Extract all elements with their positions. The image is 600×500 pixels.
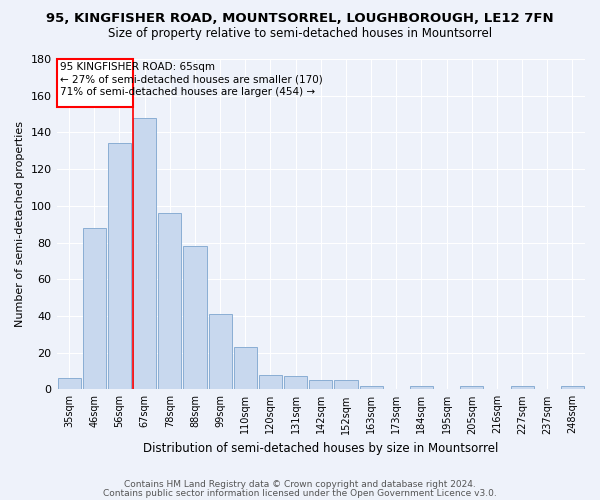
Bar xyxy=(309,380,332,390)
Text: ← 27% of semi-detached houses are smaller (170): ← 27% of semi-detached houses are smalle… xyxy=(61,74,323,85)
Bar xyxy=(83,228,106,390)
Bar xyxy=(234,347,257,390)
Text: 95 KINGFISHER ROAD: 65sqm: 95 KINGFISHER ROAD: 65sqm xyxy=(61,62,215,72)
Bar xyxy=(561,386,584,390)
Bar xyxy=(511,386,533,390)
Bar xyxy=(359,386,383,390)
Bar xyxy=(108,144,131,390)
Bar xyxy=(410,386,433,390)
Bar xyxy=(460,386,484,390)
Text: Contains public sector information licensed under the Open Government Licence v3: Contains public sector information licen… xyxy=(103,489,497,498)
Text: 71% of semi-detached houses are larger (454) →: 71% of semi-detached houses are larger (… xyxy=(61,88,316,98)
Bar xyxy=(284,376,307,390)
Bar xyxy=(184,246,206,390)
Bar xyxy=(158,213,181,390)
Text: Contains HM Land Registry data © Crown copyright and database right 2024.: Contains HM Land Registry data © Crown c… xyxy=(124,480,476,489)
Bar xyxy=(58,378,80,390)
Bar xyxy=(259,374,282,390)
Text: 95, KINGFISHER ROAD, MOUNTSORREL, LOUGHBOROUGH, LE12 7FN: 95, KINGFISHER ROAD, MOUNTSORREL, LOUGHB… xyxy=(46,12,554,26)
X-axis label: Distribution of semi-detached houses by size in Mountsorrel: Distribution of semi-detached houses by … xyxy=(143,442,499,455)
FancyBboxPatch shape xyxy=(56,59,133,106)
Bar xyxy=(334,380,358,390)
Text: Size of property relative to semi-detached houses in Mountsorrel: Size of property relative to semi-detach… xyxy=(108,28,492,40)
Bar xyxy=(133,118,156,390)
Y-axis label: Number of semi-detached properties: Number of semi-detached properties xyxy=(15,121,25,327)
Bar xyxy=(209,314,232,390)
